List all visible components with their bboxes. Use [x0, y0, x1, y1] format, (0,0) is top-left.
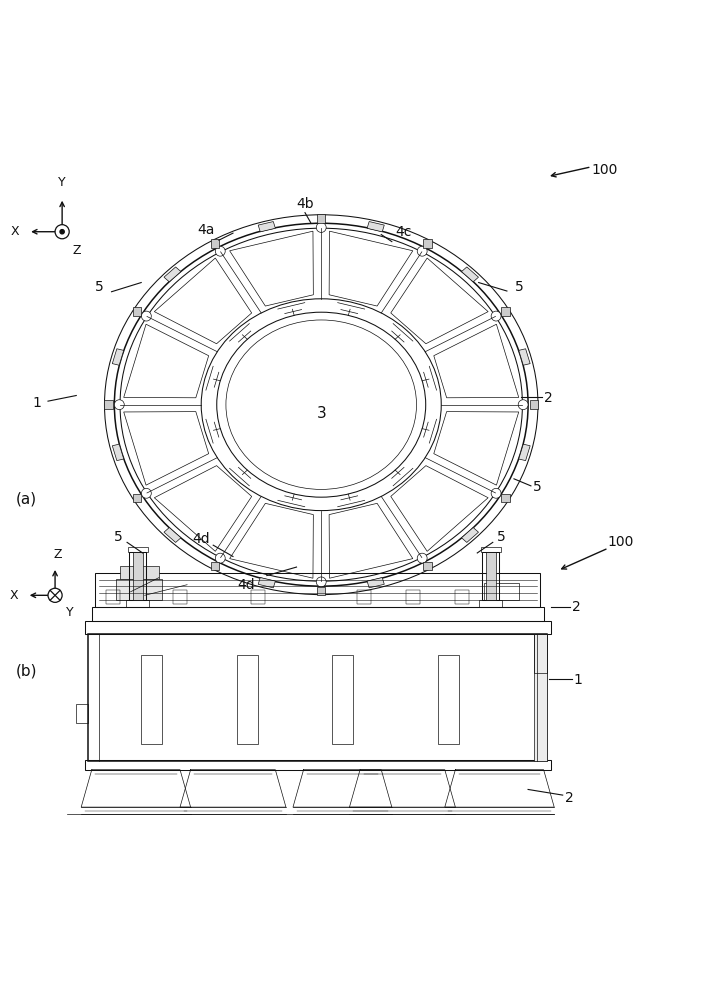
- Text: 5: 5: [114, 530, 123, 544]
- Text: 100: 100: [592, 163, 618, 177]
- Circle shape: [417, 553, 427, 563]
- Circle shape: [417, 246, 427, 256]
- Bar: [357, 590, 371, 604]
- Bar: [129, 552, 146, 600]
- Text: 2: 2: [565, 791, 573, 805]
- Bar: [126, 600, 149, 607]
- Polygon shape: [133, 494, 141, 502]
- Bar: [237, 655, 258, 744]
- Bar: [332, 655, 353, 744]
- Bar: [481, 547, 501, 552]
- Text: 4a: 4a: [198, 223, 215, 237]
- Polygon shape: [462, 267, 479, 282]
- Polygon shape: [317, 214, 325, 223]
- Bar: [92, 607, 544, 621]
- Bar: [534, 634, 547, 673]
- Bar: [116, 579, 162, 600]
- Text: 5: 5: [95, 280, 103, 294]
- Polygon shape: [423, 562, 431, 570]
- Polygon shape: [367, 222, 384, 232]
- Text: 4b: 4b: [297, 197, 313, 211]
- Polygon shape: [210, 239, 219, 248]
- Circle shape: [55, 225, 69, 239]
- Text: 2: 2: [572, 600, 580, 614]
- Bar: [85, 621, 551, 634]
- Polygon shape: [210, 562, 219, 570]
- Bar: [486, 552, 496, 600]
- Circle shape: [316, 223, 326, 232]
- Bar: [120, 566, 159, 579]
- Circle shape: [215, 553, 225, 563]
- Text: 5: 5: [497, 530, 505, 544]
- Bar: [484, 583, 519, 600]
- Text: 3: 3: [316, 406, 326, 421]
- Polygon shape: [133, 307, 141, 316]
- Bar: [85, 760, 551, 770]
- Bar: [128, 547, 148, 552]
- Text: 4d: 4d: [237, 578, 254, 592]
- Bar: [479, 600, 502, 607]
- Polygon shape: [164, 528, 181, 542]
- Text: X: X: [10, 589, 18, 602]
- Text: 100: 100: [607, 535, 633, 549]
- Circle shape: [491, 488, 501, 498]
- Circle shape: [60, 230, 64, 234]
- Text: X: X: [11, 225, 19, 238]
- Bar: [141, 655, 162, 744]
- Text: 5: 5: [515, 280, 523, 294]
- Polygon shape: [519, 349, 530, 365]
- Text: Z: Z: [73, 244, 81, 257]
- Bar: [106, 590, 120, 604]
- Text: Z: Z: [54, 548, 62, 561]
- Polygon shape: [501, 494, 510, 502]
- Polygon shape: [112, 444, 124, 461]
- Bar: [482, 552, 499, 600]
- Text: (b): (b): [16, 663, 37, 678]
- Bar: [133, 552, 143, 600]
- Text: 5: 5: [533, 480, 542, 494]
- Circle shape: [491, 311, 501, 321]
- Circle shape: [518, 400, 528, 410]
- Bar: [534, 634, 547, 761]
- Circle shape: [316, 577, 326, 587]
- Polygon shape: [501, 307, 510, 316]
- Circle shape: [141, 311, 151, 321]
- Bar: [406, 590, 420, 604]
- Polygon shape: [317, 587, 325, 595]
- Circle shape: [215, 246, 225, 256]
- Bar: [173, 590, 187, 604]
- Polygon shape: [258, 578, 275, 588]
- Text: 4c: 4c: [395, 225, 412, 239]
- Circle shape: [114, 400, 124, 410]
- Bar: [251, 590, 265, 604]
- Text: Y: Y: [59, 176, 66, 189]
- Bar: [76, 704, 88, 723]
- Text: 4d: 4d: [193, 532, 210, 546]
- Polygon shape: [530, 400, 538, 409]
- Bar: [438, 655, 459, 744]
- Polygon shape: [367, 578, 384, 588]
- Polygon shape: [164, 267, 181, 282]
- Polygon shape: [519, 444, 530, 461]
- Polygon shape: [462, 528, 479, 542]
- Polygon shape: [112, 349, 124, 365]
- Polygon shape: [104, 400, 113, 409]
- Text: Y: Y: [66, 606, 73, 619]
- Polygon shape: [423, 239, 431, 248]
- Circle shape: [48, 588, 62, 602]
- Polygon shape: [258, 222, 275, 232]
- Bar: [88, 634, 547, 761]
- Text: 1: 1: [573, 673, 582, 687]
- Bar: [455, 590, 469, 604]
- Text: 1: 1: [32, 396, 41, 410]
- Bar: [95, 573, 540, 607]
- Text: (a): (a): [16, 491, 37, 506]
- Text: 2: 2: [544, 391, 552, 405]
- Circle shape: [141, 488, 151, 498]
